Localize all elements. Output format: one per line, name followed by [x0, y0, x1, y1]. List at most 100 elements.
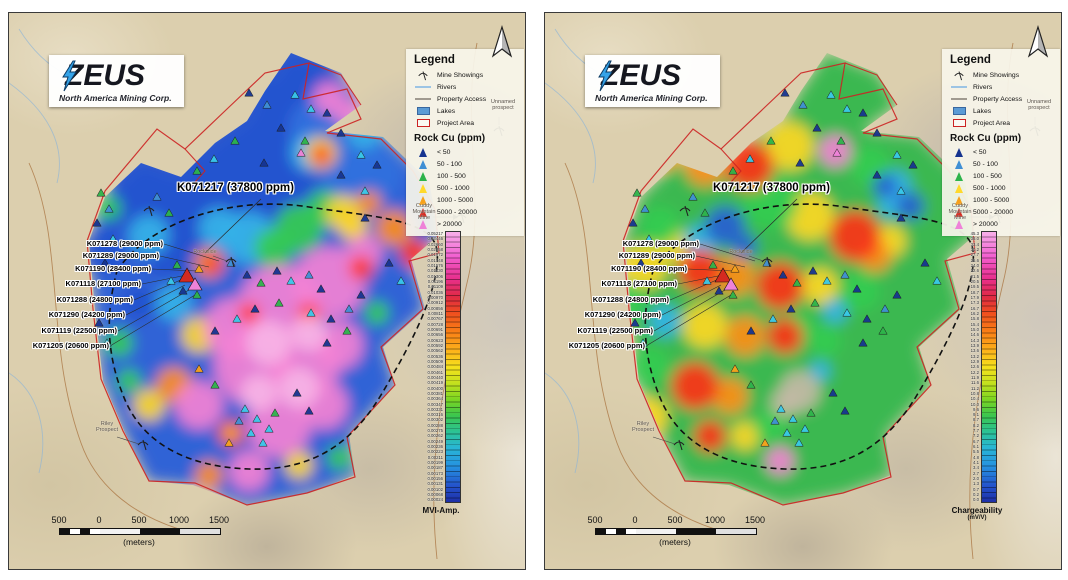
cuddy-line3: Mine — [953, 215, 967, 221]
map-panel-mvi-amplitude-map[interactable]: ZEUS North America Mining Corp. Legend M… — [8, 12, 526, 570]
mine-showings-swatch — [414, 69, 432, 81]
colorbar-tick-value: 0.0 — [973, 497, 979, 503]
rock-cu-classes: < 50 50 - 100 100 - 500 500 - 1000 1000 - 50… — [414, 146, 516, 230]
colorbar-tick-value: 0.00400 — [427, 385, 443, 391]
colorbar-tick-value: 0.00461 — [427, 369, 443, 375]
triangle-swatch — [419, 171, 427, 181]
sample-label: K071288 (24800 ppm) — [56, 295, 133, 304]
colorbar-tick-value: 10.8 — [970, 390, 979, 396]
colorbar-tick-value: 0.00970 — [427, 294, 443, 300]
map-panel-chargeability-map[interactable]: ZEUS North America Mining Corp. Legend M… — [544, 12, 1062, 570]
river-line — [9, 82, 60, 184]
legend-item-label: Project Area — [437, 119, 475, 127]
colorbar-tick-value: 2.0 — [973, 476, 979, 482]
geophysics-heatmap — [89, 53, 439, 505]
colorbar-tick-value: 0.7 — [973, 486, 979, 492]
map-overlays — [86, 62, 505, 506]
triangle-swatch — [955, 195, 963, 205]
colorbar-tick-value: 0.00199 — [427, 460, 443, 466]
legend: Legend Mine Showings Rivers Property Acces… — [942, 49, 1060, 236]
colorbar-tick-value: 0.00275 — [427, 428, 443, 434]
legend-items: Mine Showings Rivers Property Access Lakes P… — [414, 69, 516, 129]
colorbar-tick-value: 0.00211 — [427, 454, 443, 460]
sample-label: K071190 (28400 ppm) — [611, 264, 687, 273]
legend: Legend Mine Showings Rivers Property Acces… — [406, 49, 524, 236]
sample-label: K071289 (29000 ppm) — [618, 251, 695, 260]
colorbar-tick-value: 0.00131 — [427, 481, 443, 487]
riley-arrow-line — [116, 436, 140, 445]
colorbar-gradient — [445, 231, 461, 503]
logo-row: ZEUS — [59, 60, 172, 92]
sample-label: K071190 (28400 ppm) — [75, 264, 151, 273]
colorbar-tick-value: 8.2 — [973, 422, 979, 428]
rock-class-row: 5000 - 20000 — [950, 206, 1052, 218]
colorbar-tick-value: 0.01748 — [427, 257, 443, 263]
colorbar-tick-value: 0.00187 — [427, 465, 443, 471]
river-line — [545, 82, 596, 184]
logo-subtitle: North America Mining Corp. — [59, 93, 172, 103]
colorbar-tick-value: 0.00236 — [427, 444, 443, 450]
rockslide-label: Rockslide — [193, 249, 217, 255]
rock-class-label: 50 - 100 — [437, 160, 462, 168]
lightning-bolt-icon — [62, 60, 77, 92]
rock-class-label: 5000 - 20000 — [437, 208, 478, 216]
colorbar-tick-value: 27.7 — [970, 252, 979, 258]
rivers-swatch — [414, 86, 432, 88]
scale-bar-number: 1500 — [744, 515, 766, 525]
logo-title: ZEUS — [601, 59, 682, 92]
project-area-outline — [86, 62, 440, 506]
colorbar-tick-value: 0.02660 — [427, 241, 443, 247]
unnamed-prospect-line1: Unnamed — [1026, 99, 1052, 105]
scale-bar-number: 500 — [51, 515, 67, 525]
colorbar-tick-value: 18.7 — [970, 289, 979, 295]
rock-cu-title: Rock Cu (ppm) — [414, 133, 486, 144]
scale-bar-units: (meters) — [659, 537, 691, 547]
lightning-bolt-icon — [598, 60, 613, 92]
colorbar-tick-value: 12.2 — [970, 369, 979, 375]
riley-line2: Prospect — [95, 427, 119, 433]
colorbar-tick-value: 0.00562 — [427, 348, 443, 354]
cuddy-line1: Cuddy — [415, 203, 433, 209]
legend-item-label: Property Access — [437, 95, 487, 103]
colorbar-tick-value: 4.1 — [973, 460, 979, 466]
colorbar-tick-value: 0.00223 — [427, 449, 443, 455]
colorbar-tick-value: 13.9 — [970, 342, 979, 348]
colorbar-tick-value: 0.00173 — [427, 470, 443, 476]
rockslide-arrow-line — [212, 255, 228, 262]
rock-class-row: 5000 - 20000 — [414, 206, 516, 218]
rock-class-label: 500 - 1000 — [973, 184, 1006, 192]
project-area-swatch — [950, 119, 968, 127]
triangle-swatch — [955, 147, 963, 157]
scale-bar-segments — [595, 528, 757, 535]
label-leader-lines — [645, 198, 798, 347]
rock-sample-triangles — [628, 88, 942, 447]
sample-label: K071119 (22500 ppm) — [41, 326, 117, 335]
triangle-swatch — [419, 207, 427, 217]
rockslide-label: Rockslide — [729, 249, 753, 255]
colorbar-tick-value: 5.5 — [973, 449, 979, 455]
rock-class-label: 100 - 500 — [973, 172, 1002, 180]
target-zone-dashed-outline — [108, 203, 439, 470]
legend-title: Legend — [414, 54, 455, 66]
riley-prospect-label: Riley Prospect — [625, 421, 661, 433]
colorbar-tick-value: 0.2 — [973, 492, 979, 498]
rivers-swatch — [950, 86, 968, 88]
cuddy-line1: Cuddy — [951, 203, 969, 209]
rock-class-triangle — [414, 171, 432, 181]
label-leader-lines — [109, 198, 262, 347]
legend-title: Legend — [950, 54, 991, 66]
rock-class-triangle — [950, 171, 968, 181]
legend-item-label: Lakes — [437, 107, 456, 115]
rock-class-label: 50 - 100 — [973, 160, 998, 168]
legend-items: Mine Showings Rivers Property Access Lakes P… — [950, 69, 1052, 129]
colorbar-tick-value: 21.5 — [970, 273, 979, 279]
legend-item-label: Rivers — [973, 83, 993, 91]
rock-class-triangle — [414, 159, 432, 169]
legend-item-project-area: Project Area — [950, 117, 1052, 129]
legend-item-lakes: Lakes — [414, 105, 516, 117]
sample-label: K071290 (24200 ppm) — [48, 310, 125, 319]
target-zone-dashed-outline — [644, 203, 975, 470]
colorbar-tick-value: 7.7 — [973, 428, 979, 434]
colorbar-tick-value: 0.00811 — [427, 310, 443, 316]
scale-bar: 500 0 500 1000 1500 (meters) — [51, 515, 229, 551]
